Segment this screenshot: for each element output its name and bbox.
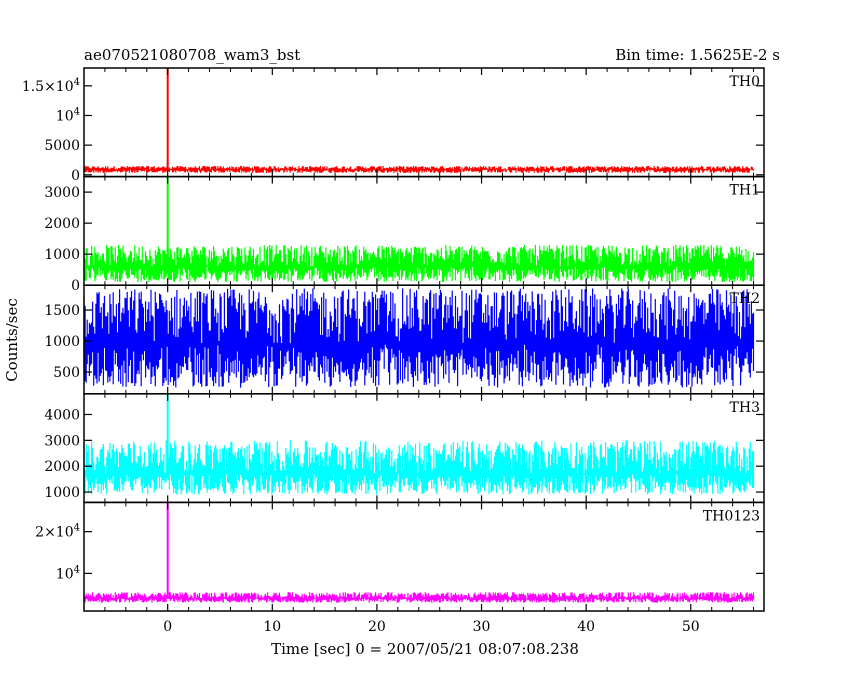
x-tick-label: 10 <box>263 619 281 635</box>
x-tick-label: 50 <box>682 619 700 635</box>
y-tick-label: 2000 <box>44 216 80 232</box>
y-tick-label: 2000 <box>44 459 80 475</box>
y-tick-label: 0 <box>71 278 80 294</box>
y-tick-label: 0 <box>71 168 80 184</box>
panel-label: TH2 <box>730 291 760 307</box>
y-tick-label: 1500 <box>44 303 80 319</box>
plot-title: ae070521080708_wam3_bst <box>84 46 300 64</box>
y-tick-label: 1.5×104 <box>22 77 80 95</box>
panel-label: TH0123 <box>703 508 760 524</box>
y-tick-label: 500 <box>53 365 80 381</box>
y-axis-label: Counts/sec <box>3 298 21 382</box>
x-axis-label: Time [sec] 0 = 2007/05/21 08:07:08.238 <box>271 640 579 658</box>
panel-label: TH3 <box>730 400 760 416</box>
y-tick-label: 1000 <box>44 334 80 350</box>
panel-th1: 0 1000 2000 3000 TH1 <box>44 175 765 294</box>
y-tick-label: 1000 <box>44 485 80 501</box>
panel-frame <box>83 501 765 612</box>
y-tick-label: 3000 <box>44 185 80 201</box>
x-tick-label: 0 <box>163 619 172 635</box>
panel-label: TH1 <box>730 183 760 199</box>
bin-time-label: Bin time: 1.5625E-2 s <box>615 46 780 64</box>
x-tick-label: 40 <box>577 619 595 635</box>
x-tick-label: 20 <box>368 619 386 635</box>
y-tick-label: 1000 <box>44 247 80 263</box>
y-tick-label: 4000 <box>44 407 80 423</box>
panel-th3: 1000 2000 3000 4000 TH3 <box>44 393 765 504</box>
y-tick-label: 5000 <box>44 138 80 154</box>
panel-label: TH0 <box>730 74 760 90</box>
y-tick-label: 2×104 <box>35 523 80 541</box>
x-tick-label: 30 <box>473 619 491 635</box>
y-tick-label: 3000 <box>44 433 80 449</box>
